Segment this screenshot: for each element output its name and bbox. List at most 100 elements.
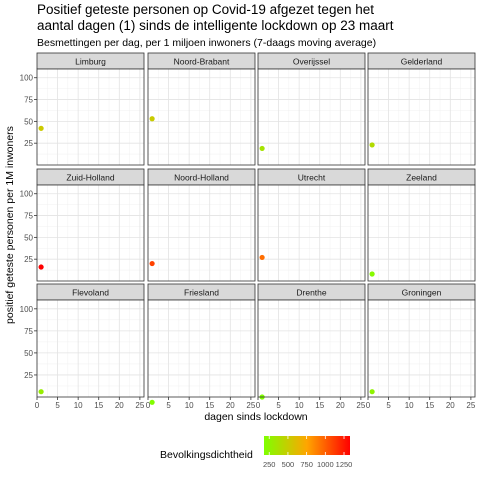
panel-border (257, 299, 366, 398)
facet-panel: Drenthe 0 5 10 15 20 25 (256, 283, 366, 410)
legend: Bevolkingsdichtheid 250 500 750 1000 1250 (160, 436, 352, 469)
facet-panel: Friesland 0 5 10 15 20 25 (146, 283, 256, 410)
facet-panel: Zuid-Holland 25 50 75 100 (20, 168, 145, 282)
panel-border (36, 68, 145, 166)
facet-strip-label: Drenthe (296, 288, 327, 298)
x-tick-label: 5 (276, 401, 281, 410)
y-tick-label: 75 (24, 327, 33, 336)
panel-border (147, 299, 256, 398)
facet-strip-label: Limburg (75, 57, 106, 67)
x-tick-label: 15 (205, 401, 214, 410)
panel-border (367, 68, 476, 166)
x-tick-label: 20 (226, 401, 235, 410)
panel-background (37, 185, 144, 281)
data-point (149, 260, 155, 267)
x-tick-label: 20 (446, 401, 455, 410)
facet-strip-label: Noord-Holland (174, 173, 229, 183)
panel-border (367, 184, 476, 282)
x-tick-label: 10 (405, 401, 414, 410)
legend-break-label: 500 (282, 460, 295, 469)
chart-title-line-1: Positief geteste personen op Covid-19 af… (37, 2, 374, 17)
data-point (369, 389, 375, 395)
data-point (369, 271, 375, 277)
y-axis-title: positief geteste personen per 1M inwoner… (4, 126, 16, 324)
y-tick-label: 25 (24, 139, 33, 148)
legend-colorbar (264, 436, 350, 455)
legend-break-label: 250 (263, 460, 276, 469)
panel-background (37, 69, 144, 165)
panel-background (368, 69, 475, 165)
facet-panel: Overijssel (257, 52, 366, 166)
facet-panel: Gelderland (367, 52, 476, 166)
x-tick-label: 10 (185, 401, 194, 410)
panel-background (148, 300, 255, 397)
legend-break-label: 1250 (336, 460, 353, 469)
facet-strip-label: Overijssel (293, 57, 330, 67)
data-point (369, 142, 375, 148)
y-tick-label: 50 (24, 117, 33, 126)
x-tick-label: 5 (166, 401, 171, 410)
facet-strip-label: Gelderland (401, 57, 443, 67)
x-tick-label: 15 (315, 401, 324, 410)
panel-background (148, 185, 255, 281)
x-tick-label: 15 (425, 401, 434, 410)
x-tick-label: 25 (246, 401, 255, 410)
facet-panel: Zeeland (367, 168, 476, 282)
x-tick-label: 0 (256, 401, 261, 410)
y-tick-label: 50 (24, 233, 33, 242)
facet-panel: Noord-Holland (147, 168, 256, 282)
data-point (38, 389, 44, 395)
facet-panel: Limburg 25 50 75 100 (20, 52, 145, 166)
panel-background (258, 185, 365, 281)
panel-background (368, 185, 475, 281)
data-point (149, 399, 155, 405)
y-tick-label: 25 (24, 255, 33, 264)
data-point (149, 116, 155, 122)
x-tick-label: 10 (295, 401, 304, 410)
facet-strip-label: Groningen (402, 288, 442, 298)
panel-background (258, 69, 365, 165)
panel-background (368, 300, 475, 397)
panel-border (257, 184, 366, 282)
panel-border (147, 184, 256, 282)
facet-strip-label: Zuid-Holland (66, 173, 114, 183)
facet-strip-label: Utrecht (298, 173, 326, 183)
legend-break-label: 750 (300, 460, 313, 469)
x-tick-label: 20 (115, 401, 124, 410)
x-tick-label: 5 (55, 401, 60, 410)
x-tick-label: 5 (386, 401, 391, 410)
facet-panel: Utrecht (257, 168, 366, 282)
x-tick-label: 20 (336, 401, 345, 410)
x-tick-label: 0 (146, 401, 151, 410)
y-tick-label: 100 (20, 74, 34, 83)
x-axis-title: dagen sinds lockdown (204, 411, 307, 423)
panel-border (257, 68, 366, 166)
data-point (38, 264, 44, 270)
facet-strip-label: Flevoland (72, 288, 109, 298)
facet-panel: Flevoland 25 50 75 100 0 5 10 15 20 25 (20, 283, 145, 410)
data-point (38, 125, 44, 131)
data-point (259, 145, 265, 152)
x-tick-label: 15 (94, 401, 103, 410)
y-tick-label: 75 (24, 96, 33, 105)
panel-border (367, 299, 476, 398)
x-tick-label: 25 (466, 401, 475, 410)
x-tick-label: 0 (366, 401, 371, 410)
x-tick-label: 25 (135, 401, 144, 410)
panel-background (37, 300, 144, 397)
facet-strip-label: Zeeland (406, 173, 437, 183)
legend-title: Bevolkingsdichtheid (160, 449, 253, 461)
facet-strip-label: Friesland (184, 288, 219, 298)
x-tick-label: 25 (356, 401, 365, 410)
facet-strip-label: Noord-Brabant (174, 57, 230, 67)
panel-background (258, 300, 365, 397)
y-tick-label: 25 (24, 371, 33, 380)
data-point (259, 254, 265, 261)
panel-background (148, 69, 255, 165)
chart-title: Positief geteste personen op Covid-19 af… (37, 2, 393, 34)
panel-border (36, 184, 145, 282)
facet-panel: Groningen 0 5 10 15 20 25 (366, 283, 476, 410)
legend-break-label: 1000 (317, 460, 334, 469)
facet-panel: Noord-Brabant (147, 52, 256, 166)
y-tick-label: 100 (20, 190, 34, 199)
